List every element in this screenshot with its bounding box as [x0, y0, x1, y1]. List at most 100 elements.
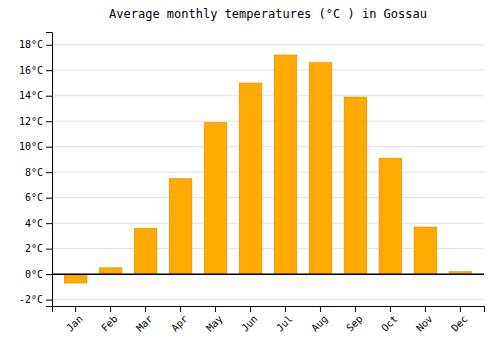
y-tick-mark: [46, 121, 52, 122]
x-tick: Jun: [239, 306, 260, 334]
x-tick: Jul: [274, 306, 295, 334]
y-tick: 18°C: [19, 39, 52, 50]
y-tick-label: 12°C: [19, 116, 43, 127]
grid-line: [52, 172, 484, 173]
x-tick-mark: [460, 306, 461, 312]
x-tick: Jan: [64, 306, 85, 334]
x-tick: Oct: [379, 306, 400, 334]
bar: [134, 228, 157, 274]
x-tick-mark: [320, 306, 321, 312]
grid-line: [52, 44, 484, 45]
zero-line: [52, 273, 484, 275]
y-tick: 10°C: [19, 141, 52, 152]
x-tick-mark: [215, 306, 216, 312]
y-tick-mark: [46, 249, 52, 250]
y-axis: -2°C 0°C 2°C 4°C 6°C 8°C 10°C 12°C 14°C 16°C 18°C: [19, 33, 53, 307]
grid-line: [52, 299, 484, 300]
x-tick-label: Mar: [134, 313, 155, 334]
y-tick: 14°C: [19, 90, 52, 101]
chart: -2°C 0°C 2°C 4°C 6°C 8°C 10°C 12°C 14°C 16°C 18°C J…: [0, 0, 500, 350]
bar: [239, 83, 262, 274]
y-tick: 12°C: [19, 116, 52, 127]
grid-line: [52, 274, 484, 275]
x-tick-label: Jul: [274, 313, 295, 334]
grid-line: [52, 146, 484, 147]
y-tick-mark: [46, 172, 52, 173]
y-axis-line: [46, 33, 53, 307]
x-tick-mark: [285, 306, 286, 312]
y-tick-mark: [46, 198, 52, 199]
y-tick: 0°C: [25, 269, 52, 280]
y-tick: 4°C: [25, 218, 52, 229]
bar: [309, 63, 332, 275]
x-tick-mark: [425, 306, 426, 312]
grid-line: [52, 70, 484, 71]
grid-line: [52, 223, 484, 224]
x-tick-label: Aug: [309, 313, 330, 334]
x-tick: Feb: [99, 306, 120, 334]
x-tick-label: Jun: [239, 313, 260, 334]
y-tick-label: 6°C: [25, 192, 43, 203]
bar: [204, 122, 227, 274]
y-tick-mark: [46, 300, 52, 301]
x-tick-label: Sep: [344, 313, 365, 334]
x-tick-label: Jan: [64, 313, 85, 334]
x-tick-label: Oct: [379, 313, 400, 334]
y-tick: 6°C: [25, 192, 52, 203]
bar: [169, 179, 192, 275]
x-tick: Mar: [134, 306, 155, 334]
y-tick-mark: [46, 223, 52, 224]
bars: [52, 55, 484, 283]
grid: [52, 45, 484, 300]
x-tick-mark: [355, 306, 356, 312]
x-tick: Apr: [169, 306, 190, 334]
bar: [64, 274, 87, 283]
y-tick-mark: [46, 45, 52, 46]
bar: [274, 55, 297, 274]
y-tick: 8°C: [25, 167, 52, 178]
x-tick-mark: [390, 306, 391, 312]
y-tick-label: 4°C: [25, 218, 43, 229]
y-tick-label: 16°C: [19, 65, 43, 76]
y-tick-mark: [46, 70, 52, 71]
x-tick-mark: [110, 306, 111, 312]
y-tick-label: 18°C: [19, 39, 43, 50]
x-tick: May: [204, 306, 225, 334]
title: Average monthly temperatures (°C ) in Go…: [109, 7, 427, 21]
plot: -2°C 0°C 2°C 4°C 6°C 8°C 10°C 12°C 14°C 16°C 18°C J…: [19, 33, 485, 334]
x-tick: Dec: [449, 306, 470, 334]
y-tick-mark: [46, 96, 52, 97]
x-tick-label: Feb: [99, 313, 120, 334]
x-tick: Nov: [414, 306, 435, 334]
grid-line: [52, 95, 484, 96]
y-tick-mark: [46, 274, 52, 275]
y-tick-mark: [46, 147, 52, 148]
x-axis-line: [53, 307, 485, 313]
bar: [414, 227, 437, 274]
grid-line: [52, 197, 484, 198]
x-tick-mark: [145, 306, 146, 312]
y-tick-label: 10°C: [19, 141, 43, 152]
y-tick: 16°C: [19, 65, 52, 76]
y-tick-label: 14°C: [19, 90, 43, 101]
x-tick-label: May: [204, 313, 225, 334]
x-axis: Jan Feb Mar Apr May Jun Jul Aug Sep Oct Nov Dec: [53, 306, 485, 334]
x-tick-mark: [75, 306, 76, 312]
y-tick-label: 2°C: [25, 243, 43, 254]
y-tick-label: -2°C: [19, 294, 43, 305]
x-tick-mark: [180, 306, 181, 312]
x-tick-label: Dec: [449, 313, 470, 334]
y-tick: -2°C: [19, 294, 52, 305]
grid-line: [52, 121, 484, 122]
x-tick-mark: [250, 306, 251, 312]
bar: [379, 158, 402, 274]
x-tick: Sep: [344, 306, 365, 334]
bar: [99, 268, 122, 274]
bar: [344, 97, 367, 274]
y-tick-label: 8°C: [25, 167, 43, 178]
x-tick: Aug: [309, 306, 330, 334]
y-tick: 2°C: [25, 243, 52, 254]
y-tick-label: 0°C: [25, 269, 43, 280]
x-tick-label: Apr: [169, 313, 190, 334]
x-tick-label: Nov: [414, 313, 435, 334]
